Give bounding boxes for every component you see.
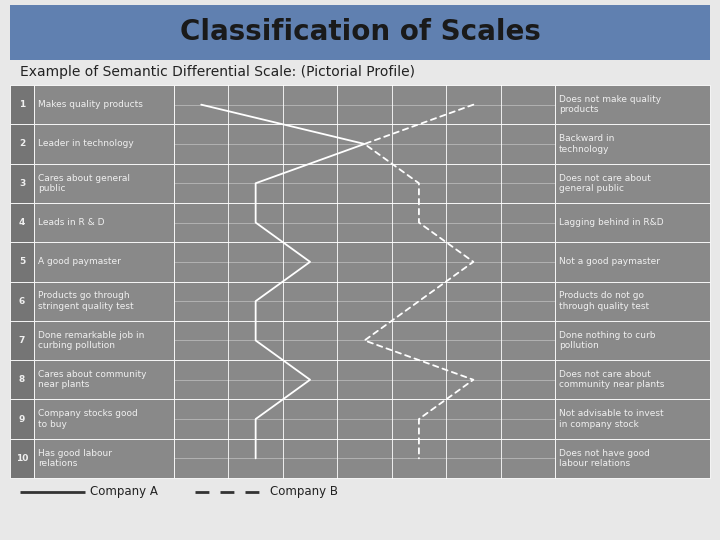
FancyBboxPatch shape [10, 321, 34, 360]
Text: Done remarkable job in
curbing pollution: Done remarkable job in curbing pollution [38, 330, 145, 350]
FancyBboxPatch shape [34, 203, 174, 242]
FancyBboxPatch shape [34, 438, 174, 478]
FancyBboxPatch shape [555, 321, 710, 360]
FancyBboxPatch shape [555, 164, 710, 203]
Text: 4: 4 [19, 218, 25, 227]
FancyBboxPatch shape [555, 203, 710, 242]
Text: Does not care about
general public: Does not care about general public [559, 173, 651, 193]
Text: 10: 10 [16, 454, 28, 463]
FancyBboxPatch shape [174, 281, 555, 321]
FancyBboxPatch shape [10, 5, 710, 60]
Text: A good paymaster: A good paymaster [38, 258, 121, 266]
FancyBboxPatch shape [174, 438, 555, 478]
FancyBboxPatch shape [10, 164, 34, 203]
Text: Not a good paymaster: Not a good paymaster [559, 258, 660, 266]
FancyBboxPatch shape [10, 124, 34, 164]
Text: Products go through
stringent quality test: Products go through stringent quality te… [38, 292, 134, 311]
FancyBboxPatch shape [10, 400, 34, 438]
Text: 6: 6 [19, 296, 25, 306]
FancyBboxPatch shape [555, 400, 710, 438]
FancyBboxPatch shape [10, 203, 34, 242]
FancyBboxPatch shape [555, 281, 710, 321]
FancyBboxPatch shape [555, 360, 710, 400]
FancyBboxPatch shape [10, 360, 34, 400]
Text: Cares about community
near plants: Cares about community near plants [38, 370, 146, 389]
Text: 3: 3 [19, 179, 25, 188]
Text: Company B: Company B [270, 485, 338, 498]
FancyBboxPatch shape [34, 360, 174, 400]
Text: Does not have good
labour relations: Does not have good labour relations [559, 449, 650, 468]
Text: Company stocks good
to buy: Company stocks good to buy [38, 409, 138, 429]
FancyBboxPatch shape [34, 164, 174, 203]
FancyBboxPatch shape [10, 85, 34, 124]
FancyBboxPatch shape [555, 85, 710, 124]
Text: 2: 2 [19, 139, 25, 148]
FancyBboxPatch shape [555, 124, 710, 164]
Text: Leads in R & D: Leads in R & D [38, 218, 104, 227]
FancyBboxPatch shape [555, 438, 710, 478]
Text: Has good labour
relations: Has good labour relations [38, 449, 112, 468]
Text: Does not make quality
products: Does not make quality products [559, 95, 661, 114]
Text: Company A: Company A [90, 485, 158, 498]
Text: 8: 8 [19, 375, 25, 384]
Text: Cares about general
public: Cares about general public [38, 173, 130, 193]
Text: 7: 7 [19, 336, 25, 345]
Text: Does not care about
community near plants: Does not care about community near plant… [559, 370, 665, 389]
Text: 5: 5 [19, 258, 25, 266]
Text: Classification of Scales: Classification of Scales [179, 18, 541, 46]
Text: 9: 9 [19, 415, 25, 423]
FancyBboxPatch shape [10, 281, 34, 321]
FancyBboxPatch shape [174, 164, 555, 203]
FancyBboxPatch shape [34, 242, 174, 281]
FancyBboxPatch shape [174, 242, 555, 281]
Text: Done nothing to curb
pollution: Done nothing to curb pollution [559, 330, 655, 350]
FancyBboxPatch shape [34, 85, 174, 124]
FancyBboxPatch shape [174, 203, 555, 242]
FancyBboxPatch shape [10, 242, 34, 281]
Text: Example of Semantic Differential Scale: (Pictorial Profile): Example of Semantic Differential Scale: … [20, 65, 415, 79]
Text: Backward in
technology: Backward in technology [559, 134, 614, 154]
Text: Makes quality products: Makes quality products [38, 100, 143, 109]
FancyBboxPatch shape [34, 321, 174, 360]
Text: Lagging behind in R&D: Lagging behind in R&D [559, 218, 664, 227]
FancyBboxPatch shape [10, 438, 34, 478]
FancyBboxPatch shape [34, 400, 174, 438]
Text: 1: 1 [19, 100, 25, 109]
Text: Not advisable to invest
in company stock: Not advisable to invest in company stock [559, 409, 664, 429]
Text: Products do not go
through quality test: Products do not go through quality test [559, 292, 649, 311]
FancyBboxPatch shape [555, 242, 710, 281]
Text: Leader in technology: Leader in technology [38, 139, 134, 148]
FancyBboxPatch shape [34, 124, 174, 164]
FancyBboxPatch shape [174, 360, 555, 400]
FancyBboxPatch shape [34, 281, 174, 321]
FancyBboxPatch shape [174, 321, 555, 360]
FancyBboxPatch shape [174, 400, 555, 438]
FancyBboxPatch shape [174, 85, 555, 124]
FancyBboxPatch shape [174, 124, 555, 164]
